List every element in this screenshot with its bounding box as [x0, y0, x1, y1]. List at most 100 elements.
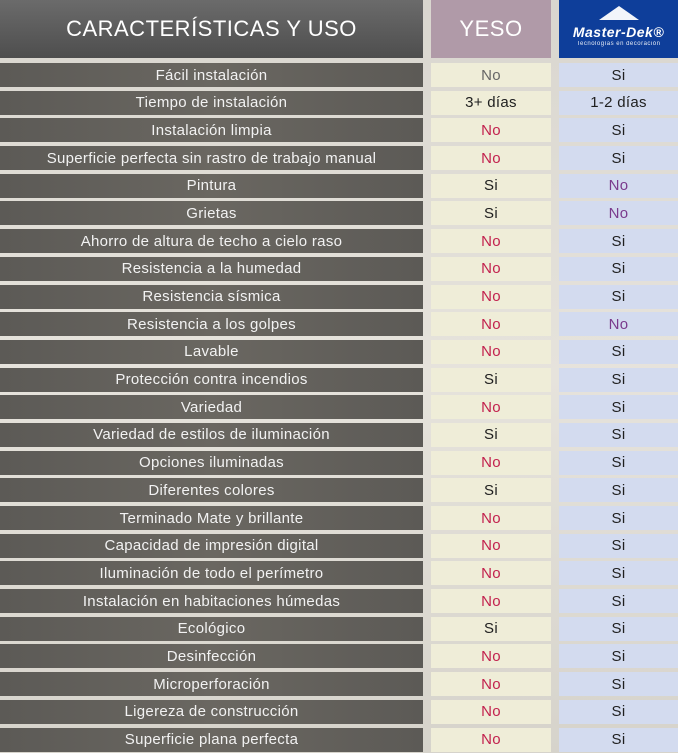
feature-cell: Tiempo de instalación	[0, 91, 423, 115]
yeso-column-header: YESO	[431, 0, 551, 58]
master-dek-cell: Si	[559, 368, 678, 392]
table-row: Pintura Si No	[0, 174, 678, 202]
table-row: Superficie perfecta sin rastro de trabaj…	[0, 146, 678, 174]
feature-cell: Pintura	[0, 174, 423, 198]
feature-cell: Diferentes colores	[0, 478, 423, 502]
master-dek-cell: Si	[559, 63, 678, 87]
master-dek-cell: Si	[559, 728, 678, 752]
feature-cell: Desinfección	[0, 644, 423, 668]
feature-column-title: CARACTERÍSTICAS Y USO	[66, 16, 357, 42]
table-row: Terminado Mate y brillante No Si	[0, 506, 678, 534]
master-dek-cell: Si	[559, 672, 678, 696]
feature-cell: Ecológico	[0, 617, 423, 641]
feature-cell: Superficie plana perfecta	[0, 728, 423, 752]
yeso-cell: No	[431, 146, 551, 170]
master-dek-column-header: Master-Dek® Tecnologías en decoración	[559, 0, 678, 58]
table-row: Grietas Si No	[0, 201, 678, 229]
yeso-cell: No	[431, 229, 551, 253]
master-dek-cell: Si	[559, 285, 678, 309]
master-dek-cell: Si	[559, 423, 678, 447]
master-dek-cell: Si	[559, 257, 678, 281]
master-dek-cell: Si	[559, 506, 678, 530]
yeso-cell: Si	[431, 478, 551, 502]
feature-cell: Capacidad de impresión digital	[0, 534, 423, 558]
master-dek-cell: Si	[559, 617, 678, 641]
table-row: Opciones iluminadas No Si	[0, 451, 678, 479]
yeso-cell: Si	[431, 174, 551, 198]
yeso-cell: Si	[431, 423, 551, 447]
master-dek-cell: No	[559, 312, 678, 336]
yeso-cell: Si	[431, 368, 551, 392]
master-dek-cell: No	[559, 174, 678, 198]
yeso-cell: No	[431, 118, 551, 142]
master-dek-cell: Si	[559, 340, 678, 364]
yeso-cell: No	[431, 451, 551, 475]
feature-cell: Variedad	[0, 395, 423, 419]
table-row: Variedad No Si	[0, 395, 678, 423]
feature-cell: Instalación limpia	[0, 118, 423, 142]
master-dek-cell: 1-2 días	[559, 91, 678, 115]
yeso-cell: No	[431, 644, 551, 668]
yeso-cell: No	[431, 700, 551, 724]
feature-cell: Opciones iluminadas	[0, 451, 423, 475]
feature-column-header: CARACTERÍSTICAS Y USO	[0, 0, 423, 58]
yeso-cell: No	[431, 395, 551, 419]
table-row: Ecológico Si Si	[0, 617, 678, 645]
master-dek-cell: Si	[559, 118, 678, 142]
logo-tagline: Tecnologías en decoración	[577, 41, 661, 47]
table-row: Ahorro de altura de techo a cielo raso No…	[0, 229, 678, 257]
feature-cell: Resistencia sísmica	[0, 285, 423, 309]
yeso-cell: Si	[431, 617, 551, 641]
roof-icon	[599, 6, 639, 20]
feature-cell: Terminado Mate y brillante	[0, 506, 423, 530]
master-dek-cell: Si	[559, 478, 678, 502]
master-dek-cell: Si	[559, 700, 678, 724]
yeso-cell: No	[431, 506, 551, 530]
master-dek-cell: Si	[559, 534, 678, 558]
table-row: Desinfección No Si	[0, 644, 678, 672]
table-row: Protección contra incendios Si Si	[0, 368, 678, 396]
feature-cell: Protección contra incendios	[0, 368, 423, 392]
feature-cell: Fácil instalación	[0, 63, 423, 87]
table-row: Variedad de estilos de iluminación Si Si	[0, 423, 678, 451]
table-row: Capacidad de impresión digital No Si	[0, 534, 678, 562]
feature-cell: Resistencia a la humedad	[0, 257, 423, 281]
feature-cell: Lavable	[0, 340, 423, 364]
feature-cell: Ahorro de altura de techo a cielo raso	[0, 229, 423, 253]
master-dek-cell: Si	[559, 395, 678, 419]
yeso-cell: Si	[431, 201, 551, 225]
yeso-cell: No	[431, 312, 551, 336]
yeso-cell: No	[431, 534, 551, 558]
feature-cell: Variedad de estilos de iluminación	[0, 423, 423, 447]
table-row: Lavable No Si	[0, 340, 678, 368]
master-dek-cell: No	[559, 201, 678, 225]
master-dek-cell: Si	[559, 644, 678, 668]
master-dek-cell: Si	[559, 451, 678, 475]
yeso-cell: No	[431, 285, 551, 309]
yeso-cell: No	[431, 672, 551, 696]
table-row: Tiempo de instalación 3+ días 1-2 días	[0, 91, 678, 119]
master-dek-cell: Si	[559, 589, 678, 613]
feature-cell: Superficie perfecta sin rastro de trabaj…	[0, 146, 423, 170]
table-row: Resistencia a los golpes No No	[0, 312, 678, 340]
master-dek-cell: Si	[559, 229, 678, 253]
table-row: Instalación limpia No Si	[0, 118, 678, 146]
table-row: Resistencia sísmica No Si	[0, 285, 678, 313]
yeso-cell: No	[431, 340, 551, 364]
master-dek-cell: Si	[559, 146, 678, 170]
feature-cell: Resistencia a los golpes	[0, 312, 423, 336]
yeso-cell: 3+ días	[431, 91, 551, 115]
logo-name: Master-Dek®	[573, 24, 664, 40]
table-row: Diferentes colores Si Si	[0, 478, 678, 506]
feature-cell: Instalación en habitaciones húmedas	[0, 589, 423, 613]
feature-cell: Grietas	[0, 201, 423, 225]
yeso-cell: No	[431, 589, 551, 613]
